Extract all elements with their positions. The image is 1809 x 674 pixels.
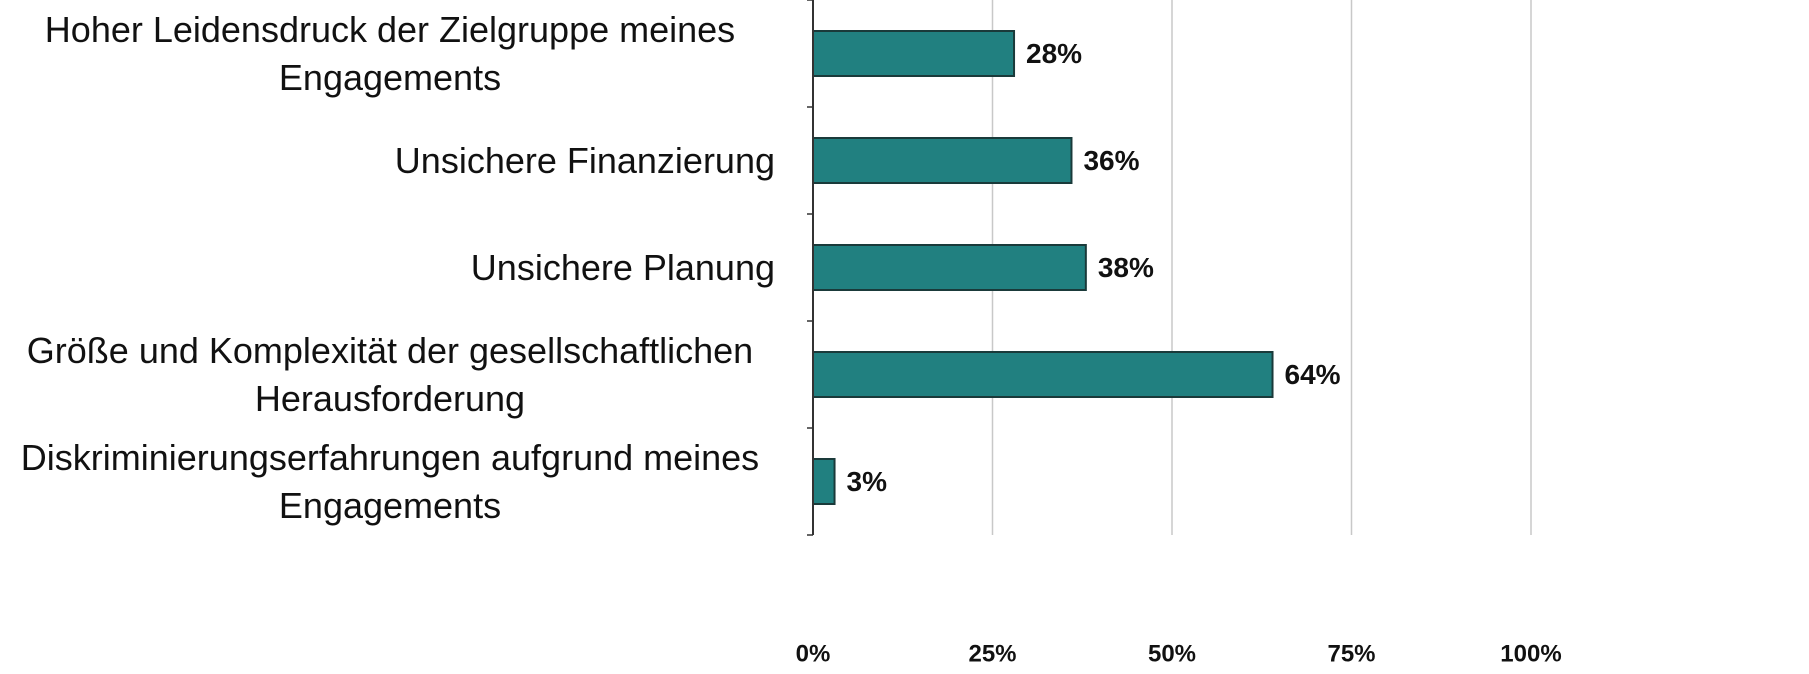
value-label: 28% bbox=[1026, 38, 1082, 69]
category-label-box: Diskriminierungserfahrungen aufgrund mei… bbox=[0, 428, 775, 535]
bar bbox=[812, 137, 1073, 184]
category-label-box: Hoher Leidensdruck der Zielgruppe meines… bbox=[0, 0, 775, 107]
bar bbox=[812, 30, 1016, 77]
bar bbox=[812, 458, 836, 505]
value-label: 3% bbox=[847, 466, 888, 497]
value-label: 64% bbox=[1285, 359, 1341, 390]
category-label-box: Größe und Komplexität der gesellschaftli… bbox=[0, 321, 775, 428]
x-tick-label: 25% bbox=[968, 640, 1016, 667]
y-tick-label: Hoher Leidensdruck der Zielgruppe meines… bbox=[44, 8, 736, 98]
value-label: 36% bbox=[1083, 145, 1139, 176]
y-tick-label: Unsichere Finanzierung bbox=[394, 139, 775, 181]
value-label: 38% bbox=[1098, 252, 1154, 283]
x-tick-label: 0% bbox=[796, 640, 831, 667]
category-label-box: Unsichere Planung bbox=[0, 214, 775, 321]
x-tick-label: 100% bbox=[1500, 640, 1561, 667]
y-tick-label: Größe und Komplexität der gesellschaftli… bbox=[26, 329, 754, 419]
y-tick-label: Diskriminierungserfahrungen aufgrund mei… bbox=[20, 436, 760, 526]
bar bbox=[812, 351, 1274, 398]
bar bbox=[812, 244, 1087, 291]
y-tick-label: Unsichere Planung bbox=[470, 246, 775, 288]
category-label-box: Unsichere Finanzierung bbox=[0, 107, 775, 214]
x-tick-label: 75% bbox=[1327, 640, 1375, 667]
x-tick-label: 50% bbox=[1148, 640, 1196, 667]
